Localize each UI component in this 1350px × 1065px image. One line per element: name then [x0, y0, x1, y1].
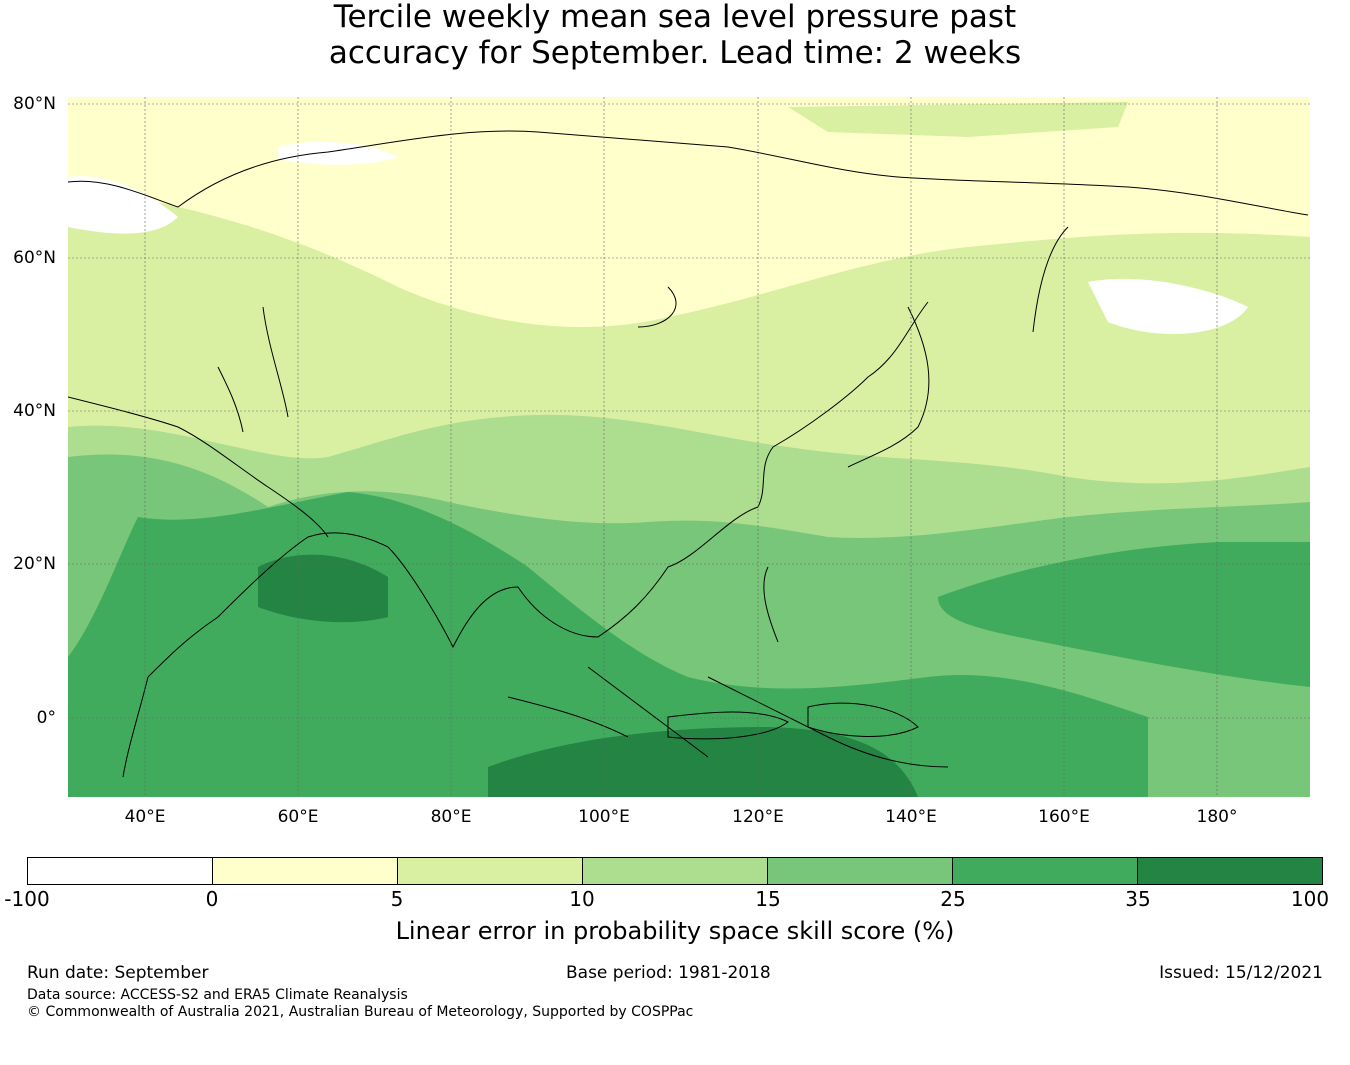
lat-label-0: 0° — [36, 708, 56, 728]
colorbar-bin-25-35 — [953, 858, 1138, 884]
colorbar-bin-neg — [28, 858, 213, 884]
colorbar-bin-35-100 — [1138, 858, 1322, 884]
zone-negative-1 — [68, 176, 178, 234]
lon-label-140e: 140°E — [885, 807, 937, 827]
zone-negative-2 — [1088, 278, 1248, 334]
lon-label-60e: 60°E — [277, 807, 319, 827]
title-line-2: accuracy for September. Lead time: 2 wee… — [328, 35, 1022, 71]
base-period: Base period: 1981-2018 — [566, 963, 771, 983]
colorbar-bin-0-5 — [213, 858, 398, 884]
colorbar-tick: 35 — [1125, 887, 1151, 911]
colorbar-tick: 10 — [569, 887, 595, 911]
issued-date: Issued: 15/12/2021 — [1159, 963, 1323, 983]
colorbar-bin-5-10 — [398, 858, 583, 884]
colorbar-tick: 100 — [1290, 887, 1330, 911]
colorbar-bin-10-15 — [583, 858, 768, 884]
colorbar — [27, 857, 1323, 885]
colorbar-tick: -100 — [4, 887, 50, 911]
run-date: Run date: September — [27, 963, 209, 983]
colorbar-tick: 25 — [940, 887, 966, 911]
data-source: Data source: ACCESS-S2 and ERA5 Climate … — [27, 987, 408, 1003]
colorbar-label: Linear error in probability space skill … — [395, 917, 955, 945]
skill-score-map — [68, 97, 1310, 797]
lon-label-100e: 100°E — [578, 807, 630, 827]
title-line-1: Tercile weekly mean sea level pressure p… — [333, 0, 1017, 35]
lon-label-40e: 40°E — [124, 807, 166, 827]
zone-35-100-west — [258, 554, 388, 623]
colorbar-bin-15-25 — [768, 858, 953, 884]
lat-label-80n: 80°N — [13, 94, 56, 114]
colorbar-tick: 15 — [755, 887, 781, 911]
colorbar-tick: 5 — [390, 887, 404, 911]
colorbar-tick: 0 — [205, 887, 219, 911]
zone-5-10-north — [788, 102, 1128, 137]
zone-negative-3 — [278, 141, 398, 165]
lon-label-80e: 80°E — [430, 807, 472, 827]
lon-label-120e: 120°E — [732, 807, 784, 827]
zone-35-100-south — [488, 727, 918, 797]
lon-label-160e: 160°E — [1038, 807, 1090, 827]
copyright: © Commonwealth of Australia 2021, Austra… — [27, 1004, 694, 1020]
lon-label-180: 180° — [1196, 807, 1238, 827]
graticule — [68, 97, 1310, 797]
lat-label-20n: 20°N — [13, 554, 56, 574]
coastlines — [68, 130, 1309, 778]
lat-label-60n: 60°N — [13, 248, 56, 268]
lat-label-40n: 40°N — [13, 401, 56, 421]
